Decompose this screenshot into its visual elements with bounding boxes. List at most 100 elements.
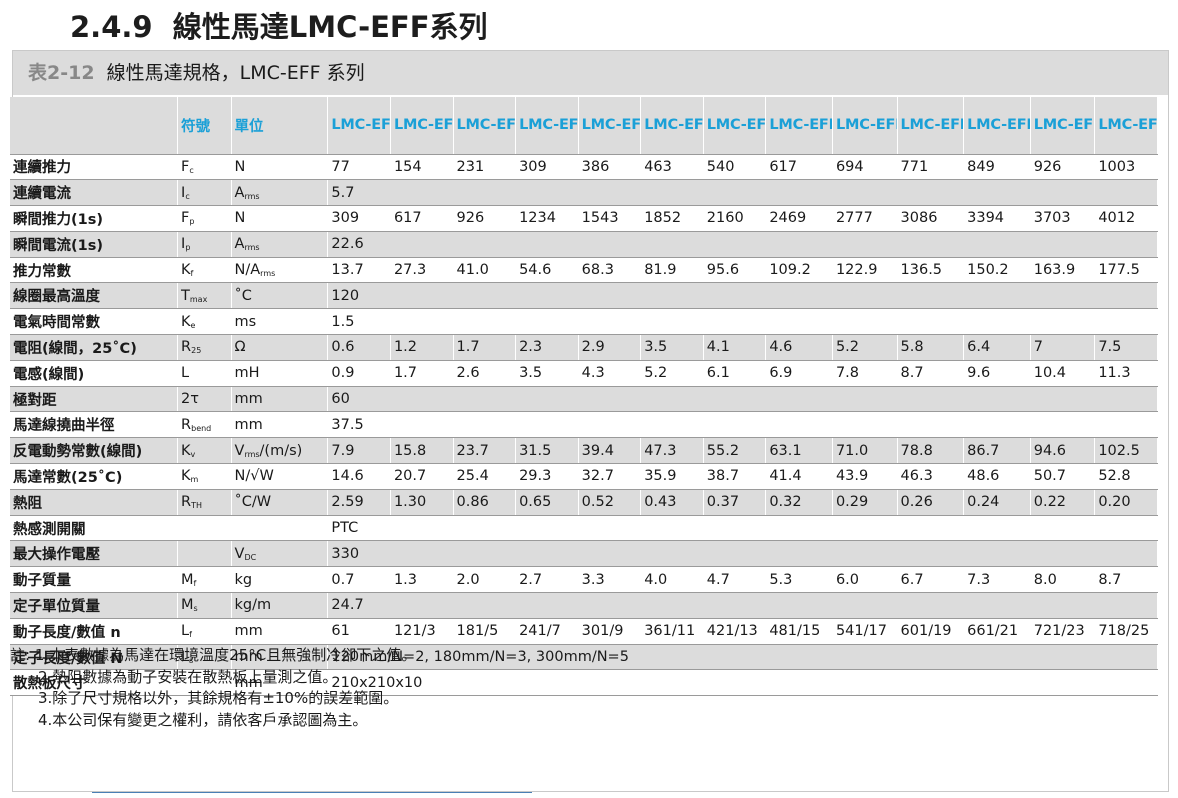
value-cell: 102.5 xyxy=(1094,437,1158,465)
value-cell: 8.7 xyxy=(1094,566,1158,594)
table-row: 電阻(線間，25˚C) R25 Ω 0.6 1.2 1.7 2.3 2.9 3.5 4.1 4.6 5… xyxy=(10,334,1158,361)
param-symbol: Ic xyxy=(177,179,232,207)
value-cell: 481/15 xyxy=(765,618,833,645)
value-cell: 32.7 xyxy=(578,463,642,490)
param-name: 馬達常數(25˚C) xyxy=(10,463,179,490)
value-cell: 601/19 xyxy=(897,618,965,645)
symbol-subscript: 25 xyxy=(191,346,202,356)
param-symbol: Lf xyxy=(177,618,232,645)
header-model: LMC-EFF4 xyxy=(515,97,579,155)
param-unit: N xyxy=(231,154,329,181)
section-title: 2.4.9 線性馬達LMC-EFF系列 xyxy=(70,4,488,46)
value-cell: 0.32 xyxy=(765,489,833,516)
value-cell: 71.0 xyxy=(832,437,898,465)
param-symbol: R25 xyxy=(177,334,232,361)
param-name: 反電動勢常數(線間) xyxy=(10,437,179,465)
value-cell: 617 xyxy=(765,154,833,181)
table-row: 推力常數 Kf N/Arms 13.7 27.3 41.0 54.6 68.3 81.9 95.6… xyxy=(10,257,1158,284)
value-cell: 163.9 xyxy=(1030,257,1096,284)
value-cell: 2.9 xyxy=(578,334,642,361)
unit-subscript: rms xyxy=(244,191,260,201)
value-cell: 7.9 xyxy=(327,437,391,465)
table-row: 定子長度/數值 N Ls mm 120mm/N=2, 180mm/N=3, 300mm… xyxy=(10,644,1158,671)
value-cell: 1234 xyxy=(515,205,579,232)
table-row: 瞬間電流(1s) Ip Arms 22.6 xyxy=(10,231,1158,258)
value-cell: 926 xyxy=(1030,154,1096,181)
param-unit: N xyxy=(231,205,329,232)
value-cell: 2777 xyxy=(832,205,898,232)
unit-text: A xyxy=(234,184,245,201)
value-cell: 95.6 xyxy=(703,257,767,284)
table-row: 散熱板尺寸 mm 210x210x10 xyxy=(10,669,1158,697)
value-cell: 94.6 xyxy=(1030,437,1096,465)
value-cell: 421/13 xyxy=(703,618,767,645)
note-1: 註: 1.本表數據為馬達在環境溫度25°C且無強制冷卻下之值。 xyxy=(10,646,417,664)
value-cell: 43.9 xyxy=(832,463,898,490)
value-cell: 540 xyxy=(703,154,767,181)
header-unit: 單位 xyxy=(231,97,329,155)
table-row: 定子單位質量 Ms kg/m 24.7 xyxy=(10,592,1158,619)
value-cell: 7.5 xyxy=(1094,334,1158,361)
shared-value: 22.6 xyxy=(327,231,1158,258)
param-symbol: Rbend xyxy=(177,411,232,439)
value-cell: 38.7 xyxy=(703,463,767,490)
value-cell: 0.7 xyxy=(327,566,391,594)
param-name: 動子質量 xyxy=(10,566,179,594)
value-cell: 1.2 xyxy=(390,334,454,361)
param-symbol xyxy=(177,669,232,697)
value-cell: 10.4 xyxy=(1030,360,1096,387)
spec-table: 符號 單位 LMC-EFF1LMC-EFF2LMC-EFF3LMC-EFF4LM… xyxy=(10,97,1158,697)
param-unit: mm xyxy=(231,644,329,671)
header-model: LMC-EFFD xyxy=(1094,97,1158,155)
symbol-subscript: f xyxy=(190,269,194,279)
value-cell: 121/3 xyxy=(390,618,454,645)
table-row: 電氣時間常數 Ke ms 1.5 xyxy=(10,308,1158,336)
header-model: LMC-EFFC xyxy=(1030,97,1096,155)
param-unit: mm xyxy=(231,669,329,697)
symbol-text: 2τ xyxy=(181,391,199,408)
unit-text: N/A xyxy=(234,262,261,279)
param-symbol xyxy=(177,540,232,568)
value-cell: 35.9 xyxy=(640,463,704,490)
table-row: 連續推力 Fc N 77 154 231 309 386 463 540 617 694 771 849 9… xyxy=(10,154,1158,181)
table-body: 連續推力 Fc N 77 154 231 309 386 463 540 617 694 771 849 9… xyxy=(10,154,1158,697)
value-cell: 3.5 xyxy=(640,334,704,361)
param-name: 瞬間電流(1s) xyxy=(10,231,179,258)
value-cell: 661/21 xyxy=(963,618,1031,645)
value-cell: 29.3 xyxy=(515,463,579,490)
value-cell: 1.7 xyxy=(390,360,454,387)
value-cell: 0.29 xyxy=(832,489,898,516)
value-cell: 7.3 xyxy=(963,566,1031,594)
symbol-text: I xyxy=(181,236,186,253)
symbol-text: T xyxy=(181,287,190,304)
table-row: 馬達常數(25˚C) Km N/√W 14.6 20.7 25.4 29.3 32.7 35.9… xyxy=(10,463,1158,490)
symbol-subscript: v xyxy=(190,449,196,459)
value-cell: 2.3 xyxy=(515,334,579,361)
value-cell: 0.37 xyxy=(703,489,767,516)
param-unit: Vrms/(m/s) xyxy=(231,437,329,465)
header-model: LMC-EFF2 xyxy=(390,97,454,155)
unit-text: mm xyxy=(234,623,263,640)
param-unit: VDC xyxy=(231,540,329,568)
value-cell: 7 xyxy=(1030,334,1096,361)
param-name: 電氣時間常數 xyxy=(10,308,179,336)
symbol-text: F xyxy=(181,158,190,175)
param-name: 極對距 xyxy=(10,386,179,413)
value-cell: 122.9 xyxy=(832,257,898,284)
param-name: 熱阻 xyxy=(10,489,179,516)
param-symbol: Ip xyxy=(177,231,232,258)
caption-number: 表2-12 xyxy=(28,62,95,84)
table-row: 熱感測開關 PTC xyxy=(10,515,1158,542)
value-cell: 361/11 xyxy=(640,618,704,645)
value-cell: 0.65 xyxy=(515,489,579,516)
symbol-subscript: bend xyxy=(191,423,212,433)
param-unit xyxy=(231,515,329,542)
value-cell: 1543 xyxy=(578,205,642,232)
table-row: 動子長度/數值 n Lf mm 61 121/3 181/5 241/7 301/9 361/1… xyxy=(10,618,1158,645)
value-cell: 5.3 xyxy=(765,566,833,594)
table-row: 反電動勢常數(線間) Kv Vrms/(m/s) 7.9 15.8 23.7 31.5 39.… xyxy=(10,437,1158,465)
value-cell: 2.6 xyxy=(453,360,517,387)
param-name: 熱感測開關 xyxy=(10,515,179,542)
param-unit: N/Arms xyxy=(231,257,329,284)
value-cell: 77 xyxy=(327,154,391,181)
